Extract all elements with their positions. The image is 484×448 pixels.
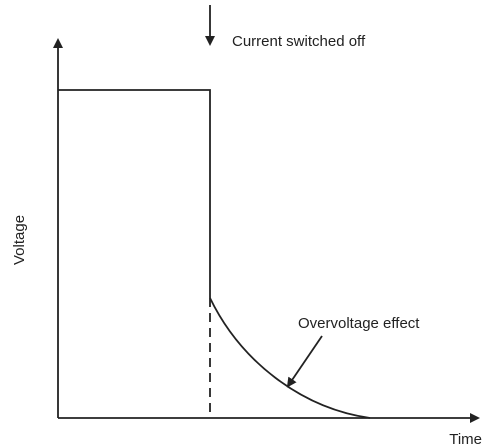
pulse (58, 89, 211, 298)
decay-curve (209, 297, 371, 419)
x-label: Time (449, 431, 482, 448)
effect-label: Overvoltage effect (298, 315, 420, 332)
y-label: Voltage (11, 215, 28, 265)
annotation: Current switched off (232, 33, 366, 50)
effect-arrow (286, 335, 323, 388)
